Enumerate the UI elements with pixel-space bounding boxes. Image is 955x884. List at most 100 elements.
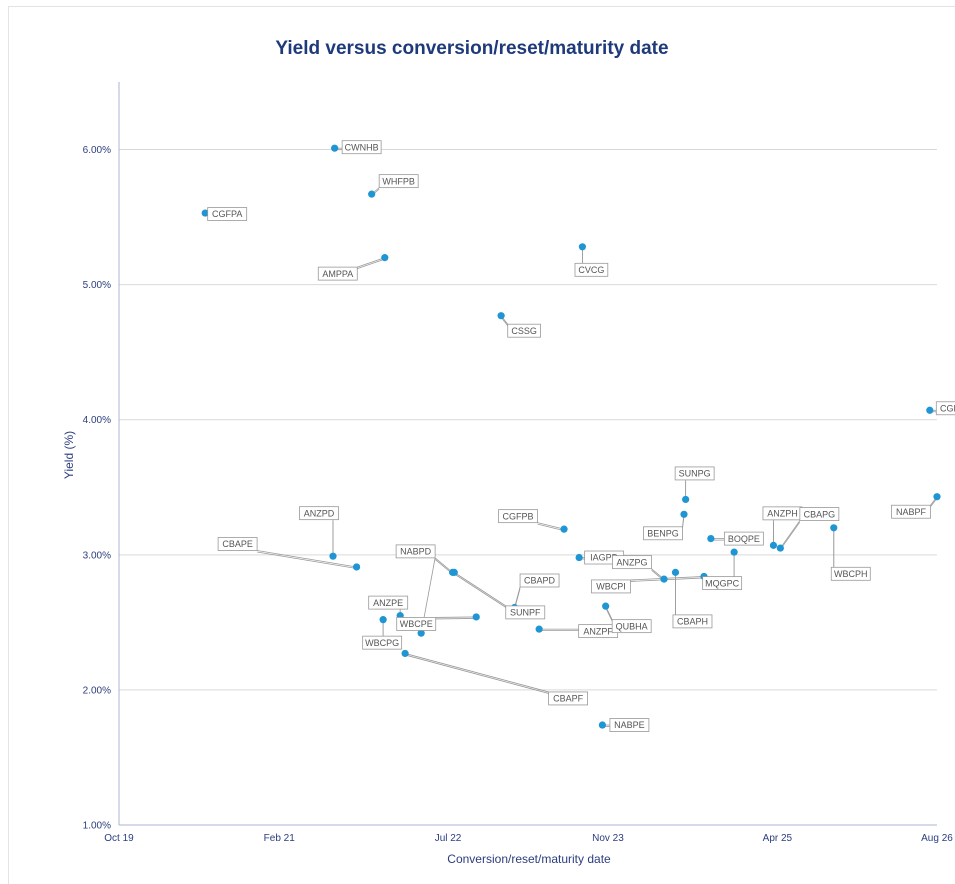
point-label: CGFPA (212, 209, 242, 219)
leader-line (257, 551, 357, 569)
data-point (575, 553, 583, 562)
point-label: SUNPG (679, 469, 711, 479)
point-label-box (507, 323, 541, 338)
data-point (535, 625, 543, 633)
data-point (497, 312, 505, 320)
point-label: IAGPD (590, 553, 619, 563)
leader-line (435, 616, 477, 618)
x-tick-label: Feb 21 (264, 833, 296, 844)
point-label-box (611, 619, 652, 634)
point-label-box (395, 544, 436, 559)
y-tick-labels: 1.00% 2.00% 3.00% 4.00% 5.00% 6.00% (83, 145, 111, 831)
x-axis-label: Conversion/reset/maturity date (447, 852, 611, 866)
y-tick-label: 3.00% (83, 550, 111, 561)
data-point (417, 629, 425, 637)
data-point (368, 190, 376, 198)
data-point (450, 568, 458, 576)
leader-line (780, 520, 801, 549)
leader-line (537, 522, 565, 530)
data-point (331, 144, 339, 152)
data-point (660, 575, 668, 583)
point-label: WBCPG (365, 638, 399, 648)
point-label-box (723, 531, 764, 546)
point-label-box (612, 555, 652, 570)
point-label-box (217, 537, 258, 551)
data-point (379, 616, 387, 624)
point-label: BENPG (647, 528, 679, 538)
data-point (926, 406, 934, 414)
point-label: CBAPD (524, 576, 556, 586)
point-label: ANZPF (583, 626, 613, 636)
data-point (671, 568, 680, 576)
point-label-box (548, 691, 589, 706)
data-point (598, 721, 606, 729)
data-point (730, 548, 738, 556)
point-label: ANZPH (767, 509, 798, 519)
point-label: CWNHB (345, 142, 379, 152)
data-point (578, 243, 587, 251)
point-label-box (368, 595, 409, 610)
y-tick-label: 4.00% (83, 415, 111, 426)
data-point (933, 493, 941, 501)
y-axis-label: Yield (%) (62, 431, 76, 479)
x-tick-label: Nov 23 (592, 833, 624, 844)
leader-line (357, 257, 385, 268)
data-point (472, 613, 480, 621)
point-label-box (609, 718, 650, 732)
scatter-chart: Yield versus conversion/reset/maturity d… (62, 38, 955, 866)
leader-line (434, 557, 453, 573)
leader-line (404, 654, 549, 694)
leader-lines (205, 147, 938, 727)
point-label: BOQPE (728, 534, 760, 544)
y-tick-label: 2.00% (83, 685, 111, 696)
point-label-box (935, 401, 955, 416)
x-tick-labels: Oct 19 Feb 21 Jul 22 Nov 23 Apr 25 Aug 26 (104, 833, 953, 844)
leader-line (780, 521, 801, 550)
point-label: NABPF (896, 507, 927, 517)
x-tick-label: Jul 22 (435, 833, 462, 844)
data-point (682, 495, 690, 504)
data-point (329, 552, 337, 560)
point-label-box (396, 617, 437, 631)
leader-line (357, 258, 385, 269)
point-label-box (519, 573, 560, 588)
point-label: CSSG (511, 326, 537, 336)
point-labels: CGFPA CWNHB WHFPB AMPPA CVCG CSSG CGFPC NABPF CB… (207, 140, 955, 732)
point-label-box (207, 207, 248, 221)
point-label: ANZPG (616, 557, 647, 567)
y-tick-label: 6.00% (83, 145, 111, 156)
point-label: WBCPI (596, 582, 626, 592)
data-point (201, 209, 209, 217)
data-point (680, 510, 688, 518)
point-label: NABPE (614, 720, 645, 730)
leader-line (454, 572, 506, 607)
point-label: WHFPB (382, 176, 415, 186)
point-label-box (672, 614, 713, 629)
data-point (560, 525, 568, 533)
point-label: AMPPA (322, 269, 353, 279)
data-points (201, 144, 941, 729)
point-label: MQGPC (705, 578, 740, 588)
data-point (401, 649, 409, 658)
data-point (381, 254, 389, 262)
point-label: ANZPD (304, 508, 335, 518)
leader-line (404, 653, 549, 693)
point-label-box (643, 526, 683, 541)
point-label-box (674, 466, 715, 481)
point-label: QUBHA (616, 621, 648, 631)
data-point (602, 602, 610, 610)
leader-line (537, 523, 565, 532)
data-point (776, 544, 784, 552)
chart-frame: Yield versus conversion/reset/maturity d… (8, 6, 955, 884)
point-label-box (505, 605, 546, 620)
point-label: CGFPC (940, 403, 955, 413)
leader-line (454, 573, 506, 608)
leader-line (605, 607, 613, 622)
y-tick-label: 1.00% (83, 821, 111, 832)
point-label-box (702, 576, 743, 591)
data-point (707, 535, 715, 543)
point-label-box (378, 174, 419, 189)
point-label: CBAPF (553, 694, 584, 704)
point-label-box (362, 635, 403, 650)
data-point (769, 541, 778, 549)
